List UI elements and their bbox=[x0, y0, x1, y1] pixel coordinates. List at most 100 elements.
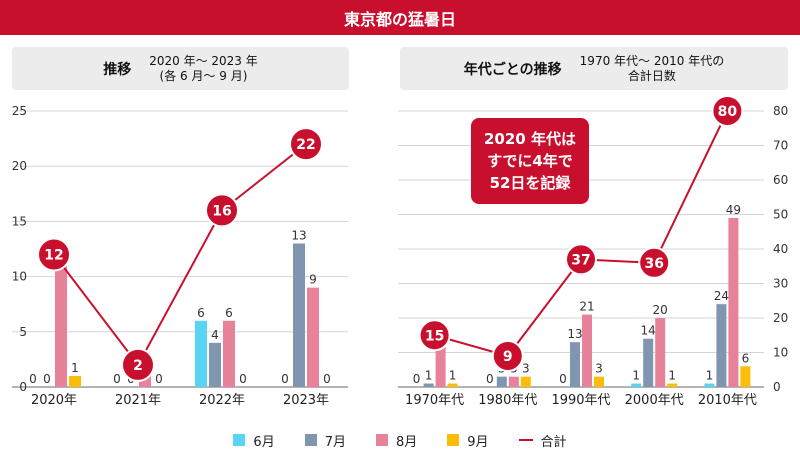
right-category-label: 1980年代 bbox=[478, 393, 537, 408]
left-bar-value-label: 0 bbox=[155, 372, 163, 386]
legend-line-total bbox=[518, 439, 533, 441]
left-y-tick-label: 20 bbox=[12, 159, 27, 173]
legend-item-august: 8月 bbox=[375, 431, 418, 450]
left-category-label: 2022年 bbox=[199, 393, 245, 408]
left-category-label: 2020年 bbox=[31, 393, 77, 408]
right-bar-july bbox=[570, 342, 580, 387]
right-bar-june bbox=[631, 383, 642, 387]
right-bar-value-label: 20 bbox=[653, 303, 668, 317]
left-bar-value-label: 6 bbox=[225, 306, 233, 320]
left-total-marker bbox=[205, 193, 239, 228]
right-category-label: 2010年代 bbox=[698, 393, 757, 408]
right-y-tick-label: 10 bbox=[773, 346, 788, 360]
left-bar-value-label: 0 bbox=[29, 372, 37, 386]
left-panel-header: 推移 2020 年〜 2023 年 (各 6 月〜 9 月) bbox=[12, 47, 349, 90]
right-y-tick-label: 20 bbox=[773, 311, 788, 325]
callout-line2: すでに4年で bbox=[487, 152, 573, 170]
right-bar-value-label: 14 bbox=[641, 324, 656, 338]
right-bar-value-label: 24 bbox=[714, 289, 729, 303]
left-total-line bbox=[53, 143, 307, 367]
right-total-marker bbox=[638, 246, 671, 279]
left-bar-value-label: 13 bbox=[291, 228, 306, 242]
left-y-tick-label: 5 bbox=[19, 325, 27, 339]
right-bar-value-label: 0 bbox=[413, 372, 421, 386]
right-bar-value-label: 49 bbox=[726, 203, 741, 217]
right-panel-sub-line1: 1970 年代〜 2010 年代の bbox=[579, 53, 725, 68]
right-chart: 0102030405060708000011131314241332120491… bbox=[398, 95, 788, 408]
left-panel-sub-line1: 2020 年〜 2023 年 bbox=[149, 53, 258, 68]
right-bar-value-label: 13 bbox=[567, 327, 582, 341]
left-bar-june bbox=[195, 320, 207, 387]
left-bar-september bbox=[69, 375, 81, 387]
left-total-value-label: 2 bbox=[133, 358, 143, 374]
right-category-label: 2000年代 bbox=[625, 393, 684, 408]
right-total-value-label: 36 bbox=[644, 256, 663, 272]
right-y-tick-label: 0 bbox=[773, 380, 781, 394]
left-bar-value-label: 0 bbox=[113, 372, 121, 386]
callout-line3: 52日を記録 bbox=[489, 174, 571, 192]
right-total-value-label: 80 bbox=[718, 104, 738, 120]
right-bar-value-label: 1 bbox=[706, 369, 714, 383]
right-bar-august bbox=[508, 376, 519, 387]
left-bar-value-label: 0 bbox=[323, 372, 331, 386]
legend-item-september: 9月 bbox=[447, 431, 489, 450]
right-bar-july bbox=[423, 383, 434, 387]
right-bar-value-label: 21 bbox=[579, 300, 594, 314]
left-panel-lead: 推移 bbox=[103, 61, 132, 78]
right-bar-july bbox=[643, 338, 654, 387]
legend-label-june: 6月 bbox=[253, 434, 275, 450]
left-y-tick-label: 25 bbox=[12, 104, 27, 118]
right-y-tick-label: 80 bbox=[773, 104, 788, 118]
right-total-marker bbox=[491, 339, 524, 372]
right-bar-value-label: 6 bbox=[742, 351, 750, 365]
legend-label-july: 7月 bbox=[324, 434, 346, 450]
left-panel-subtitle: 2020 年〜 2023 年 (各 6 月〜 9 月) bbox=[149, 54, 258, 84]
legend-item-june: 6月 bbox=[233, 431, 275, 450]
left-bar-value-label: 6 bbox=[197, 306, 205, 320]
right-bar-value-label: 3 bbox=[522, 362, 530, 376]
right-bar-value-label: 1 bbox=[668, 369, 676, 383]
right-bar-value-label: 1 bbox=[449, 369, 457, 383]
left-total-value-label: 12 bbox=[44, 248, 63, 264]
legend-swatch-august bbox=[375, 434, 388, 446]
right-bar-september bbox=[740, 366, 751, 387]
right-category-label: 1970年代 bbox=[405, 393, 464, 408]
legend-item-total: 合計 bbox=[518, 431, 567, 450]
left-total-value-label: 22 bbox=[296, 137, 315, 153]
left-bar-value-label: 0 bbox=[239, 372, 247, 386]
page-title-text: 東京都の猛暑日 bbox=[343, 9, 456, 29]
right-bar-value-label: 0 bbox=[486, 372, 494, 386]
right-bar-value-label: 1 bbox=[425, 369, 433, 383]
left-bar-august bbox=[55, 265, 67, 387]
left-y-tick-label: 10 bbox=[12, 270, 27, 284]
left-y-tick-label: 15 bbox=[12, 214, 27, 228]
left-bar-value-label: 0 bbox=[43, 372, 51, 386]
right-y-tick-label: 70 bbox=[773, 139, 788, 153]
right-bar-july bbox=[716, 304, 727, 387]
right-bar-august bbox=[582, 314, 592, 387]
right-panel-subtitle: 1970 年代〜 2010 年代の 合計日数 bbox=[580, 54, 725, 84]
left-bar-july bbox=[209, 342, 221, 387]
left-bar-value-label: 9 bbox=[309, 273, 317, 287]
right-total-marker bbox=[418, 319, 451, 352]
right-y-tick-label: 60 bbox=[773, 173, 788, 187]
legend-swatch-june bbox=[233, 434, 246, 446]
legend-label-august: 8月 bbox=[395, 434, 418, 450]
right-panel-header: 年代ごとの推移 1970 年代〜 2010 年代の 合計日数 bbox=[400, 47, 788, 90]
right-y-tick-label: 50 bbox=[773, 208, 788, 222]
left-bar-value-label: 4 bbox=[211, 328, 219, 342]
left-total-marker bbox=[121, 347, 155, 382]
right-bar-value-label: 1 bbox=[632, 369, 640, 383]
left-category-label: 2021年 bbox=[115, 393, 161, 408]
left-bar-value-label: 0 bbox=[281, 372, 289, 386]
right-bar-september bbox=[667, 383, 678, 387]
right-y-tick-label: 40 bbox=[773, 242, 788, 256]
right-total-marker bbox=[565, 243, 597, 276]
right-bar-august bbox=[728, 217, 739, 387]
right-bar-august bbox=[435, 342, 446, 387]
left-total-marker bbox=[37, 237, 71, 272]
left-chart: 05101520250060004131126910002020年2021年20… bbox=[12, 104, 348, 408]
left-bar-august bbox=[307, 287, 319, 387]
legend-label-total: 合計 bbox=[540, 434, 567, 450]
left-bar-july bbox=[293, 243, 305, 387]
